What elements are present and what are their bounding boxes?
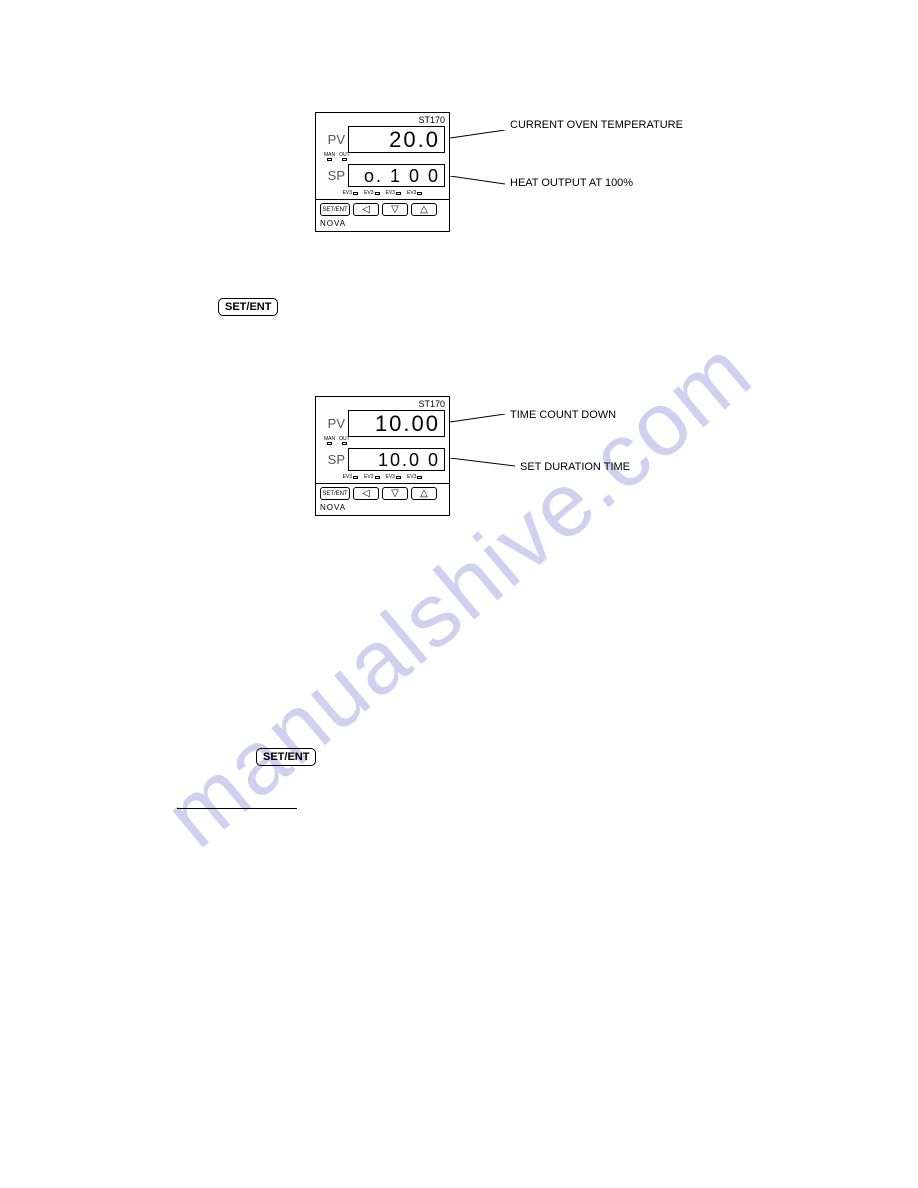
sp-display: o. 1 0 0 <box>348 164 445 187</box>
callout-line-4 <box>450 458 520 478</box>
inline-setent-1: SET/ENT <box>218 298 278 316</box>
down-arrow-icon: ▽ <box>382 487 408 500</box>
section-underline <box>177 808 297 809</box>
controller-diagram-2: ST170 PV 10.00 MAN OUT SP 10.0 0 EV3 EV3… <box>315 396 450 516</box>
model-label: ST170 <box>316 397 449 409</box>
model-label: ST170 <box>316 113 449 125</box>
sp-label: SP <box>320 168 348 183</box>
button-row: SET/ENT ◁ ▽ △ <box>316 483 449 503</box>
brand-label: NOVA <box>316 219 449 231</box>
pv-label: PV <box>320 132 348 147</box>
down-arrow-icon: ▽ <box>382 203 408 216</box>
button-row: SET/ENT ◁ ▽ △ <box>316 199 449 219</box>
brand-label: NOVA <box>316 503 449 515</box>
callout-line-3 <box>450 414 510 434</box>
setent-button-icon: SET/ENT <box>320 203 350 216</box>
inline-setent-2: SET/ENT <box>256 748 316 766</box>
up-arrow-icon: △ <box>411 203 437 216</box>
controller-diagram-1: ST170 PV 20.0 MAN OUT SP o. 1 0 0 EV3 EV… <box>315 112 450 232</box>
callout-pv-1: CURRENT OVEN TEMPERATURE <box>510 118 683 132</box>
callout-line-2 <box>450 176 510 196</box>
up-arrow-icon: △ <box>411 487 437 500</box>
pv-display: 20.0 <box>348 126 445 153</box>
ev-indicators: EV3 EV3 EV3 EV3 <box>316 188 449 199</box>
callout-sp-1: HEAT OUTPUT AT 100% <box>510 176 633 190</box>
indicator-row: MAN OUT <box>316 152 449 161</box>
sp-label: SP <box>320 452 348 467</box>
sp-display: 10.0 0 <box>348 448 445 471</box>
setent-button-icon: SET/ENT <box>320 487 350 500</box>
pv-label: PV <box>320 416 348 431</box>
indicator-row: MAN OUT <box>316 436 449 445</box>
callout-line-1 <box>450 130 510 150</box>
left-arrow-icon: ◁ <box>353 487 379 500</box>
left-arrow-icon: ◁ <box>353 203 379 216</box>
callout-pv-2: TIME COUNT DOWN <box>510 408 616 422</box>
callout-sp-2: SET DURATION TIME <box>520 460 630 474</box>
watermark-text: manualshive.com <box>146 320 772 868</box>
ev-indicators: EV3 EV3 EV3 EV3 <box>316 472 449 483</box>
pv-display: 10.00 <box>348 410 445 437</box>
